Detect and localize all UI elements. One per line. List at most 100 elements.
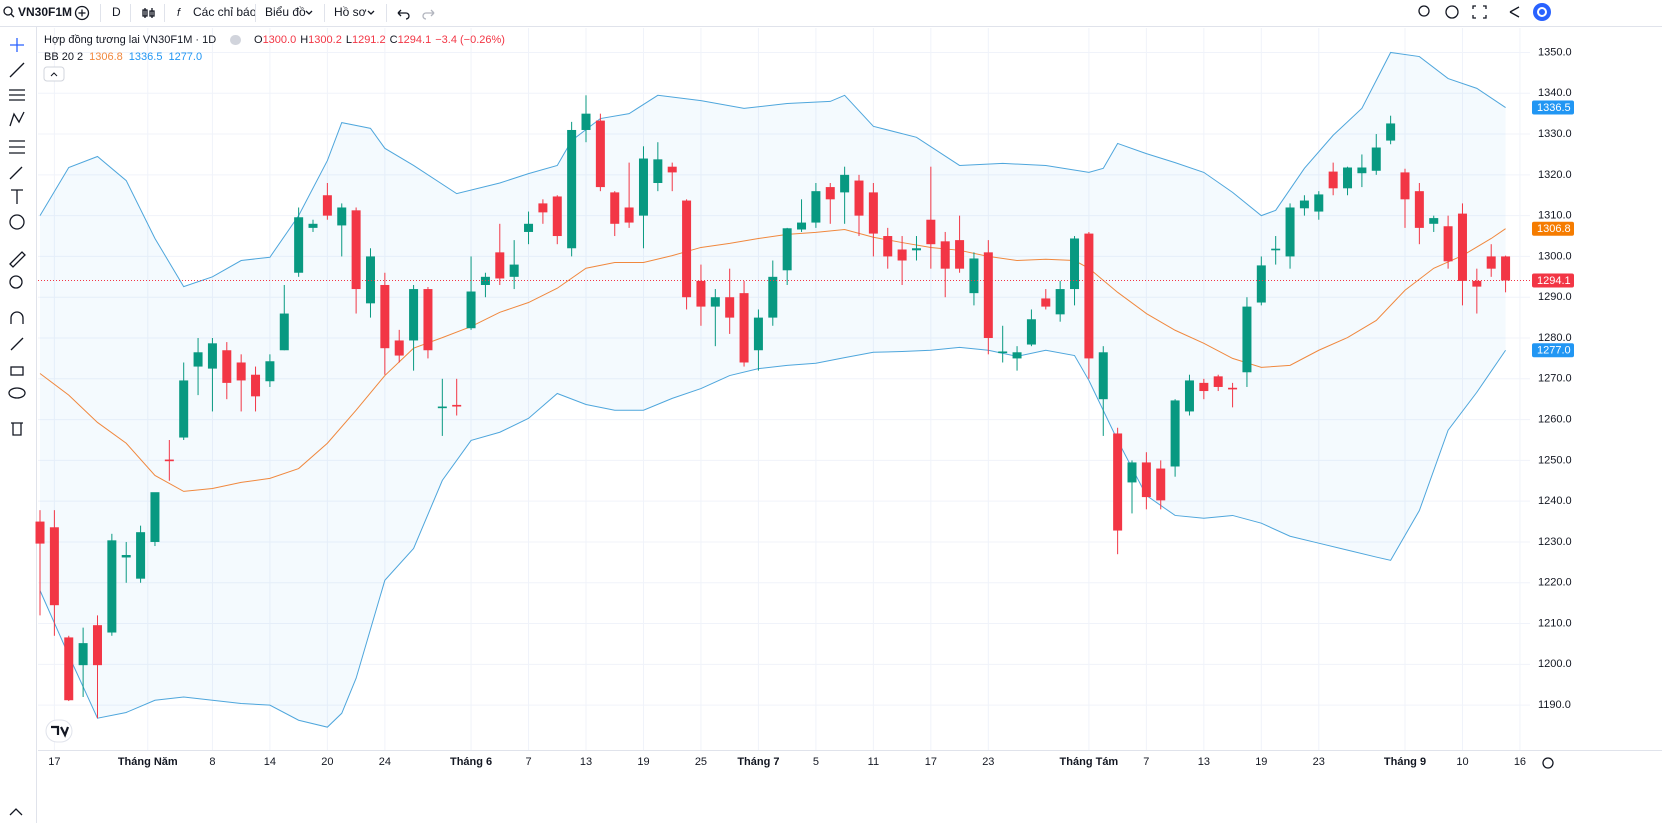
candle-body [179,380,189,438]
plot: 1190.0 1200.0 1210.0 1220.0 1230.0 1240.0 1250… [35,28,1662,768]
candle-body [998,351,1008,354]
magnet-tool[interactable] [10,311,24,324]
zoom-button[interactable] [1418,5,1430,17]
candle-body [1113,433,1123,531]
drawing-mode-tool[interactable] [10,337,24,351]
candle-body [1472,280,1482,287]
candle-body [1012,352,1022,359]
candle-body [1414,191,1424,228]
candle-body [437,406,447,409]
candle-body [940,241,950,269]
candle-body [1055,289,1065,315]
undo-button[interactable] [397,9,410,20]
band-tag-label: 1306.8 [1537,223,1571,235]
y-tick-label: 1330.0 [1538,128,1572,140]
band-line [39,51,1506,288]
fx-icon: f [177,7,181,19]
y-tick-label: 1350.0 [1538,46,1572,58]
x-tick-label: 17 [925,756,937,768]
x-tick-label: 23 [1313,756,1325,768]
candle-body [1486,256,1496,269]
candle-body [1041,298,1051,307]
candle-body [1084,233,1094,359]
x-tick-label: 7 [525,756,531,768]
search-icon-handle [10,13,15,18]
candle-body [1299,200,1309,209]
candle-body [725,297,735,318]
candle-body [1256,265,1266,303]
indicators-button[interactable]: Các chỉ báo [193,5,257,19]
tools-toggle[interactable] [9,808,23,816]
crosshair-tool[interactable] [10,38,24,52]
interval[interactable]: D [112,5,121,19]
y-tick-label: 1320.0 [1538,169,1572,181]
candle-body [251,374,261,397]
zoom-tool[interactable] [9,275,23,289]
pattern-tool[interactable] [9,111,25,127]
chart-type-button[interactable] [142,8,155,18]
text-tool[interactable] [11,189,23,204]
trendline-tool[interactable] [9,62,25,78]
delete-tool[interactable] [11,422,23,436]
bb-value: 1306.8 [89,51,123,63]
legend-toggle [230,35,241,45]
logo-button[interactable] [1533,3,1551,21]
fib-tool[interactable] [9,89,25,101]
ohlc-key: C [390,34,398,46]
candle-body [121,555,131,558]
redo-button[interactable] [422,9,435,20]
ohlc-value: 1294.1 [398,34,432,46]
band-tag-label: 1277.0 [1537,345,1571,357]
candle-body [380,284,390,349]
brush-tool[interactable] [9,166,23,180]
candle-body [624,207,634,223]
candle-body [509,264,519,277]
candle-body [164,459,174,462]
ruler-tool[interactable] [9,251,26,268]
candle-body [409,289,419,341]
x-tick-label: 17 [48,756,60,768]
fullscreen-button[interactable] [1472,5,1487,19]
x-tick-label: 20 [321,756,333,768]
ohlc-key: H [300,34,308,46]
candle-body [682,200,692,298]
logo-mark [1537,7,1547,17]
tv-logo [45,719,73,743]
emoji-tool[interactable] [9,214,25,230]
candle-body [49,527,59,606]
symbol[interactable]: VN30F1M [18,5,72,19]
share-button[interactable] [1509,6,1520,18]
candle-body [35,521,45,544]
search-icon[interactable] [3,6,13,16]
x-tick-label: 19 [637,756,649,768]
ohlc-key: L [346,34,352,46]
x-tick-label: Tháng 7 [737,756,779,768]
x-tick-label: Tháng Tám [1060,756,1119,768]
candle-body [797,222,807,230]
settings-button[interactable] [1445,5,1459,19]
candle-body [193,352,203,367]
chart-menu[interactable]: Biểu đồ [265,5,306,19]
candle-body [265,361,275,382]
profile-menu[interactable]: Hồ sơ [334,5,367,19]
candle-body [1127,462,1137,483]
candle-body [236,362,246,381]
lock-tool[interactable] [10,366,24,376]
x-tick-label: 10 [1456,756,1468,768]
candle-body [222,350,232,383]
candle-body [1170,400,1180,467]
x-tick-label: 13 [580,756,592,768]
candle-body [538,203,548,213]
axis-settings[interactable] [1542,757,1554,769]
compare-button[interactable] [74,5,90,21]
candle-body [768,276,778,318]
ohlc-key: O [254,34,263,46]
candle-body [1314,194,1324,212]
visibility-tool[interactable] [8,387,26,399]
candle-body [136,532,146,579]
prediction-tool[interactable] [9,140,25,154]
candle-body [337,207,347,226]
x-tick-label: 16 [1514,756,1526,768]
y-tick-label: 1270.0 [1538,373,1572,385]
